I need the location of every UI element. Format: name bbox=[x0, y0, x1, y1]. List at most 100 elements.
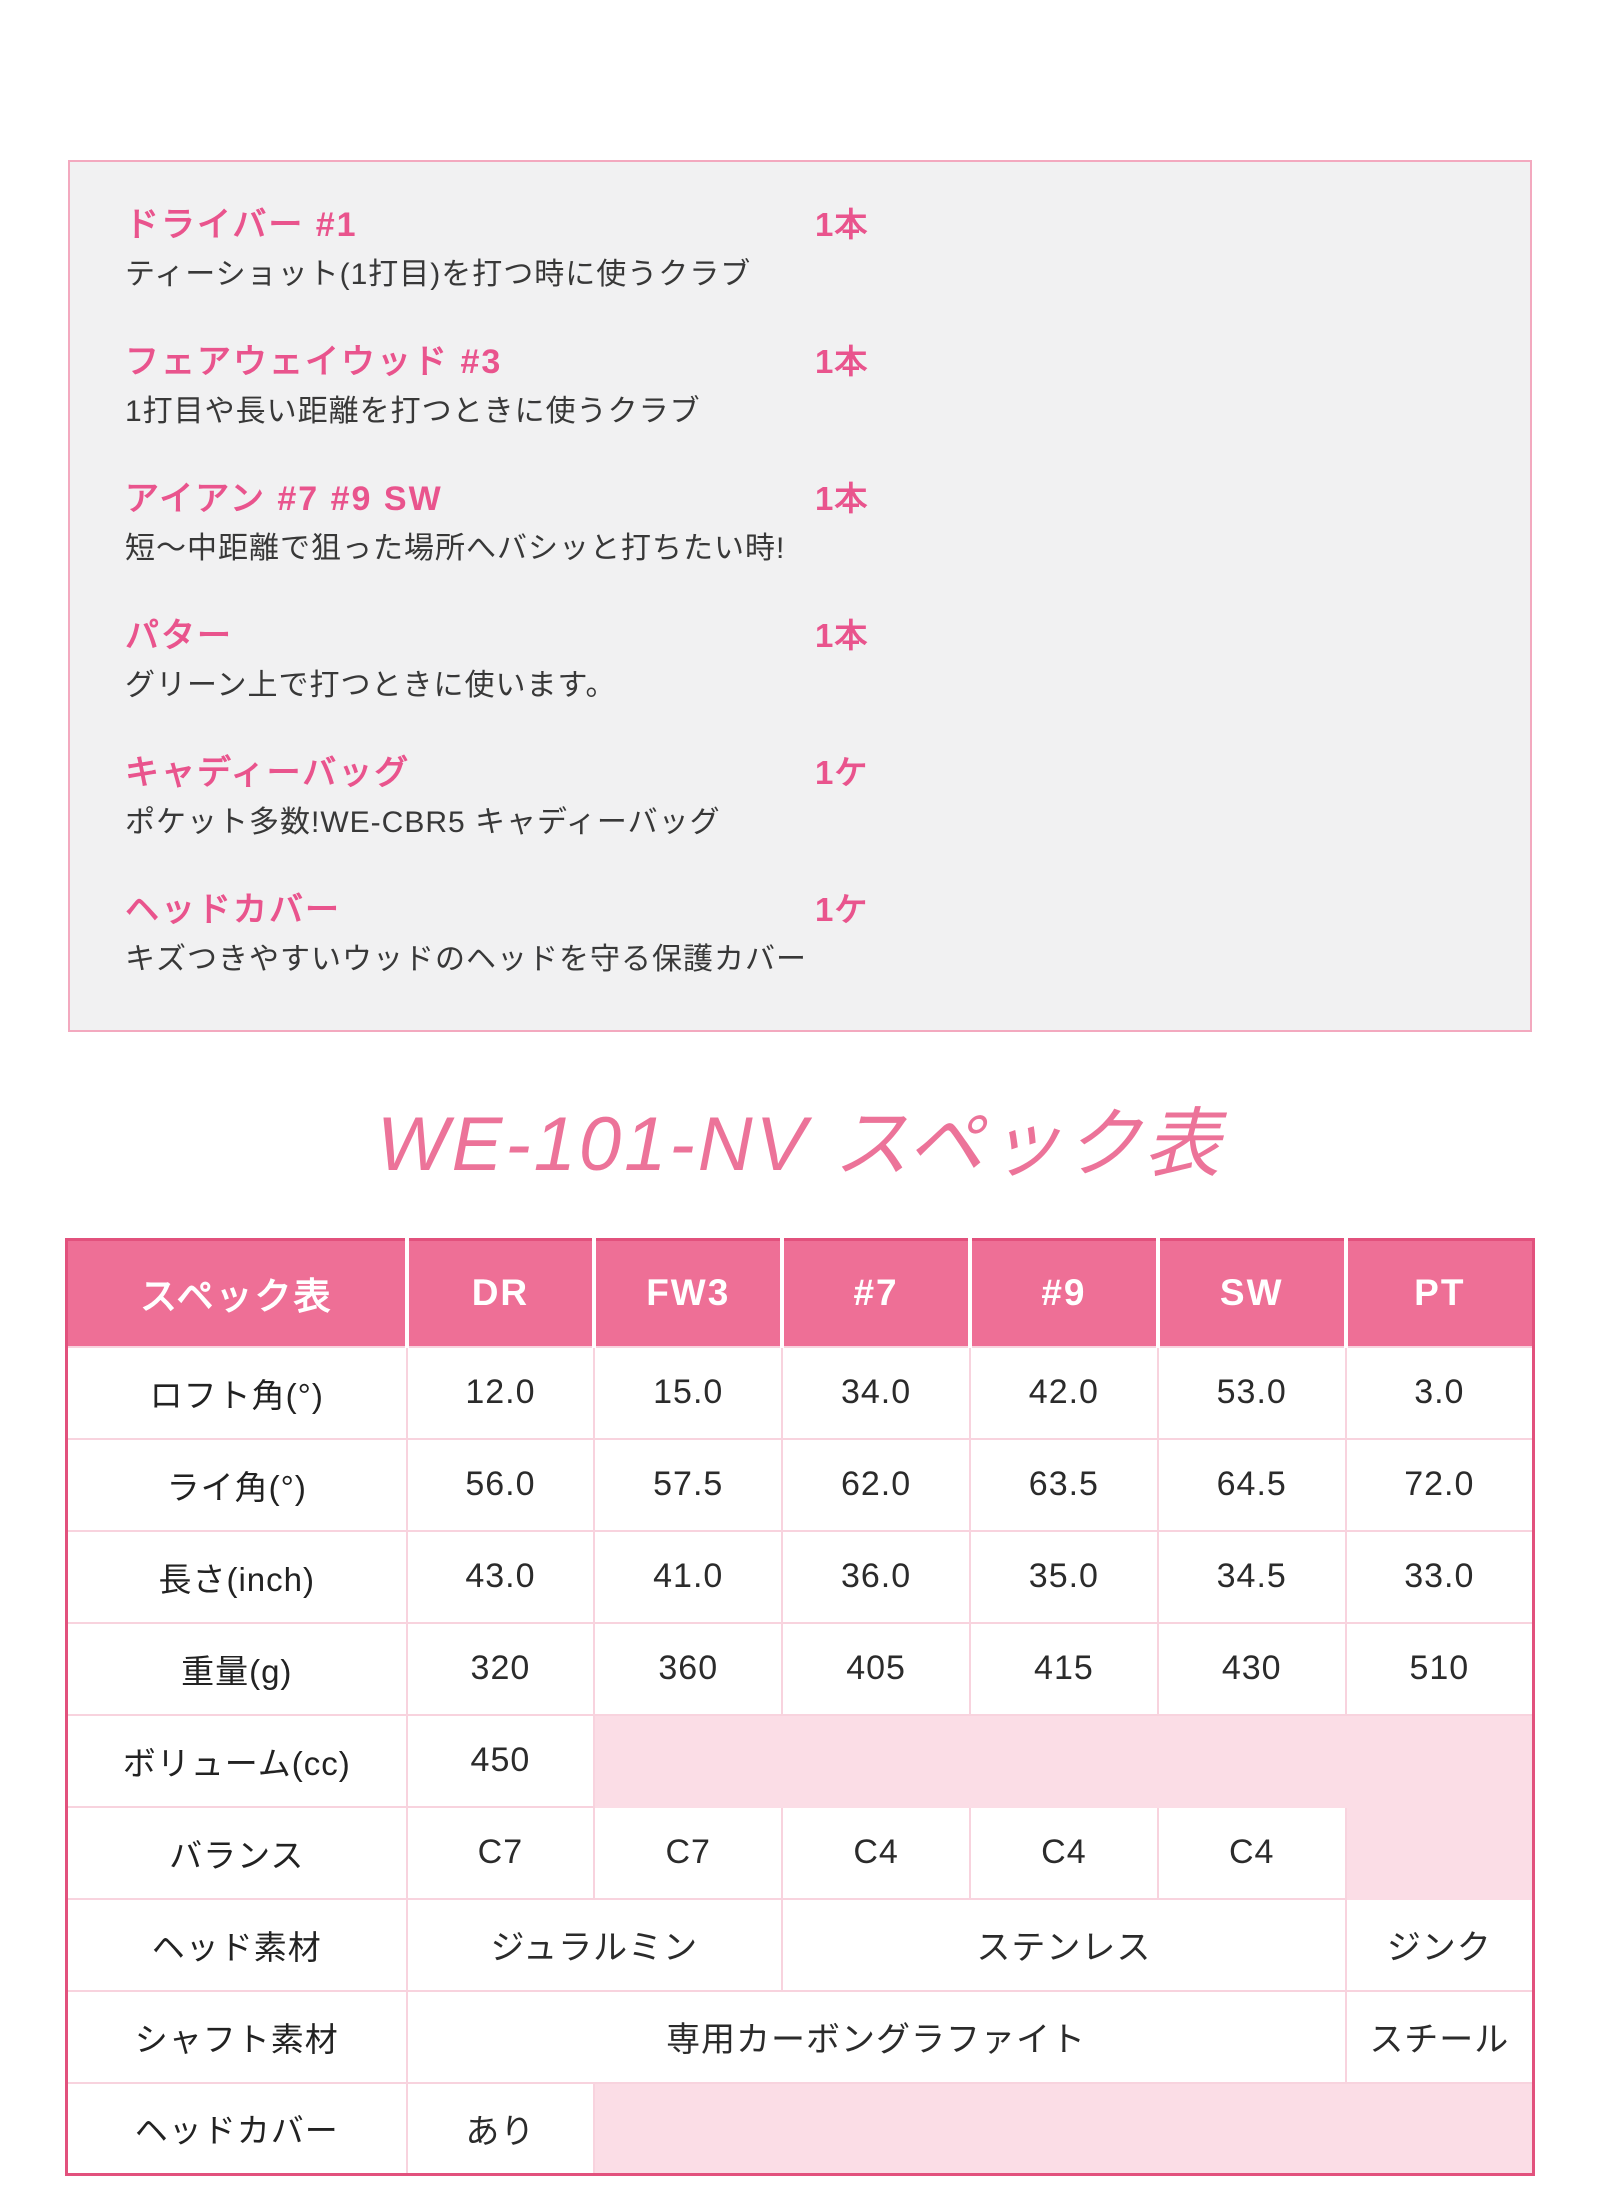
spec-row-label: ロフト角(°) bbox=[65, 1345, 408, 1440]
spec-value-cell: C7 bbox=[593, 1805, 784, 1900]
spec-value-cell: 415 bbox=[968, 1621, 1159, 1716]
spec-value-cell: 64.5 bbox=[1156, 1437, 1347, 1532]
spec-value-cell: 41.0 bbox=[593, 1529, 784, 1624]
spec-empty-cell bbox=[593, 2081, 1535, 2176]
club-description: 短～中距離で狙った場所へバシッと打ちたい時! bbox=[125, 532, 786, 565]
spec-row: 重量(g) 320 360 405 415 430 510 bbox=[65, 1621, 1535, 1716]
spec-row-label: シャフト素材 bbox=[65, 1989, 408, 2084]
spec-value-cell: 42.0 bbox=[968, 1345, 1159, 1440]
club-item-heading: パター 1本 bbox=[125, 615, 1490, 657]
spec-header-cell: #9 bbox=[967, 1239, 1158, 1347]
spec-value-cell: 57.5 bbox=[593, 1437, 784, 1532]
spec-row-label: ヘッド素材 bbox=[65, 1897, 408, 1992]
club-name: キャディーバッグ bbox=[125, 754, 411, 792]
spec-value-cell: ジンク bbox=[1344, 1897, 1535, 1992]
spec-row-label: バランス bbox=[65, 1805, 408, 1900]
spec-value-cell: 405 bbox=[781, 1621, 971, 1716]
spec-row-label: ヘッドカバー bbox=[65, 2081, 408, 2176]
club-name: ヘッドカバー bbox=[125, 891, 341, 929]
spec-row: ボリューム(cc) 450 bbox=[65, 1713, 1535, 1808]
spec-row: ロフト角(°) 12.0 15.0 34.0 42.0 53.0 3.0 bbox=[65, 1345, 1535, 1440]
club-item: ドライバー #1 1本 ティーショット(1打目)を打つ時に使うクラブ bbox=[125, 204, 1490, 294]
spec-value-cell: 63.5 bbox=[968, 1437, 1159, 1532]
spec-value-cell: 510 bbox=[1344, 1621, 1535, 1716]
club-set-contents-box: ドライバー #1 1本 ティーショット(1打目)を打つ時に使うクラブ フェアウェ… bbox=[68, 160, 1532, 1032]
club-quantity: 1本 bbox=[815, 480, 869, 517]
club-item: フェアウェイウッド #3 1本 1打目や長い距離を打つときに使うクラブ bbox=[125, 341, 1490, 431]
spec-table-body: ロフト角(°) 12.0 15.0 34.0 42.0 53.0 3.0 ライ角(°) 56.0… bbox=[65, 1345, 1535, 2176]
club-description: キズつきやすいウッドのヘッドを守る保護カバー bbox=[125, 943, 807, 976]
club-description: ティーショット(1打目)を打つ時に使うクラブ bbox=[125, 258, 752, 291]
spec-value-cell: 72.0 bbox=[1344, 1437, 1535, 1532]
club-quantity: 1本 bbox=[815, 206, 869, 243]
spec-value-cell: 36.0 bbox=[781, 1529, 971, 1624]
club-item: ヘッドカバー 1ケ キズつきやすいウッドのヘッドを守る保護カバー bbox=[125, 889, 1490, 979]
club-item: パター 1本 グリーン上で打つときに使います。 bbox=[125, 615, 1490, 705]
spec-header-cell: #7 bbox=[780, 1239, 970, 1347]
spec-value-cell: ステンレス bbox=[781, 1897, 1347, 1992]
spec-header-label: スペック表 bbox=[66, 1239, 407, 1347]
spec-value-cell: 35.0 bbox=[968, 1529, 1159, 1624]
club-item-heading: フェアウェイウッド #3 1本 bbox=[125, 341, 1490, 383]
spec-header-cell: FW3 bbox=[592, 1239, 783, 1347]
spec-value-cell: 53.0 bbox=[1156, 1345, 1347, 1440]
spec-value-cell: 34.5 bbox=[1156, 1529, 1347, 1624]
club-quantity: 1ケ bbox=[815, 754, 869, 791]
spec-empty-cell bbox=[1344, 1805, 1535, 1900]
spec-header-cell: PT bbox=[1343, 1239, 1534, 1347]
spec-value-cell: C4 bbox=[968, 1805, 1159, 1900]
club-item-heading: ドライバー #1 1本 bbox=[125, 204, 1490, 246]
spec-value-cell: 320 bbox=[405, 1621, 596, 1716]
spec-row: バランス C7 C7 C4 C4 C4 bbox=[65, 1805, 1535, 1900]
spec-value-cell: C4 bbox=[1156, 1805, 1347, 1900]
spec-value-cell: 56.0 bbox=[405, 1437, 596, 1532]
spec-row-label: ライ角(°) bbox=[65, 1437, 408, 1532]
club-quantity: 1本 bbox=[815, 617, 869, 654]
spec-row: ヘッドカバー あり bbox=[65, 2081, 1535, 2176]
spec-row-label: ボリューム(cc) bbox=[65, 1713, 408, 1808]
spec-value-cell: 450 bbox=[405, 1713, 596, 1808]
spec-value-cell: 360 bbox=[593, 1621, 784, 1716]
spec-table-head: スペック表 DR FW3 #7 #9 SW PT bbox=[66, 1239, 1534, 1347]
spec-empty-cell bbox=[593, 1713, 1535, 1808]
spec-value-cell: 12.0 bbox=[405, 1345, 596, 1440]
spec-value-cell: スチール bbox=[1344, 1989, 1535, 2084]
spec-value-cell: 専用カーボングラファイト bbox=[405, 1989, 1347, 2084]
spec-value-cell: 43.0 bbox=[405, 1529, 596, 1624]
club-item-heading: キャディーバッグ 1ケ bbox=[125, 752, 1490, 794]
spec-value-cell: 33.0 bbox=[1344, 1529, 1535, 1624]
spec-value-cell: 34.0 bbox=[781, 1345, 971, 1440]
spec-row: シャフト素材 専用カーボングラファイト スチール bbox=[65, 1989, 1535, 2084]
club-quantity: 1本 bbox=[815, 343, 869, 380]
spec-row-label: 長さ(inch) bbox=[65, 1529, 408, 1624]
spec-value-cell: 3.0 bbox=[1344, 1345, 1535, 1440]
club-name: フェアウェイウッド #3 bbox=[125, 343, 503, 381]
spec-header-cell: DR bbox=[404, 1239, 595, 1347]
club-item-heading: ヘッドカバー 1ケ bbox=[125, 889, 1490, 931]
spec-value-cell: C7 bbox=[405, 1805, 596, 1900]
spec-value-cell: ジュラルミン bbox=[405, 1897, 784, 1992]
club-item: キャディーバッグ 1ケ ポケット多数!WE-CBR5 キャディーバッグ bbox=[125, 752, 1490, 842]
spec-value-cell: C4 bbox=[781, 1805, 971, 1900]
spec-value-cell: 430 bbox=[1156, 1621, 1347, 1716]
spec-value-cell: 15.0 bbox=[593, 1345, 784, 1440]
spec-row-label: 重量(g) bbox=[65, 1621, 408, 1716]
club-item: アイアン #7 #9 SW 1本 短～中距離で狙った場所へバシッと打ちたい時! bbox=[125, 478, 1490, 568]
spec-value-cell: あり bbox=[405, 2081, 596, 2176]
club-description: グリーン上で打つときに使います。 bbox=[125, 669, 617, 702]
club-item-heading: アイアン #7 #9 SW 1本 bbox=[125, 478, 1490, 520]
club-description: 1打目や長い距離を打つときに使うクラブ bbox=[125, 395, 701, 428]
spec-row: 長さ(inch) 43.0 41.0 36.0 35.0 34.5 33.0 bbox=[65, 1529, 1535, 1624]
club-name: アイアン #7 #9 SW bbox=[125, 480, 443, 518]
spec-value-cell: 62.0 bbox=[781, 1437, 971, 1532]
spec-table: スペック表 DR FW3 #7 #9 SW PT ロフト角(°) 12.0 15.0 34.0 42… bbox=[65, 1238, 1535, 2176]
club-quantity: 1ケ bbox=[815, 891, 869, 928]
spec-table-title: WE-101-NV スペック表 bbox=[376, 1102, 1224, 1187]
club-name: パター bbox=[125, 617, 233, 655]
spec-row: ヘッド素材 ジュラルミン ステンレス ジンク bbox=[65, 1897, 1535, 1992]
spec-header-cell: SW bbox=[1155, 1239, 1346, 1347]
spec-header-row: スペック表 DR FW3 #7 #9 SW PT bbox=[66, 1239, 1534, 1347]
club-name: ドライバー #1 bbox=[125, 206, 358, 244]
club-description: ポケット多数!WE-CBR5 キャディーバッグ bbox=[125, 806, 721, 839]
spec-row: ライ角(°) 56.0 57.5 62.0 63.5 64.5 72.0 bbox=[65, 1437, 1535, 1532]
